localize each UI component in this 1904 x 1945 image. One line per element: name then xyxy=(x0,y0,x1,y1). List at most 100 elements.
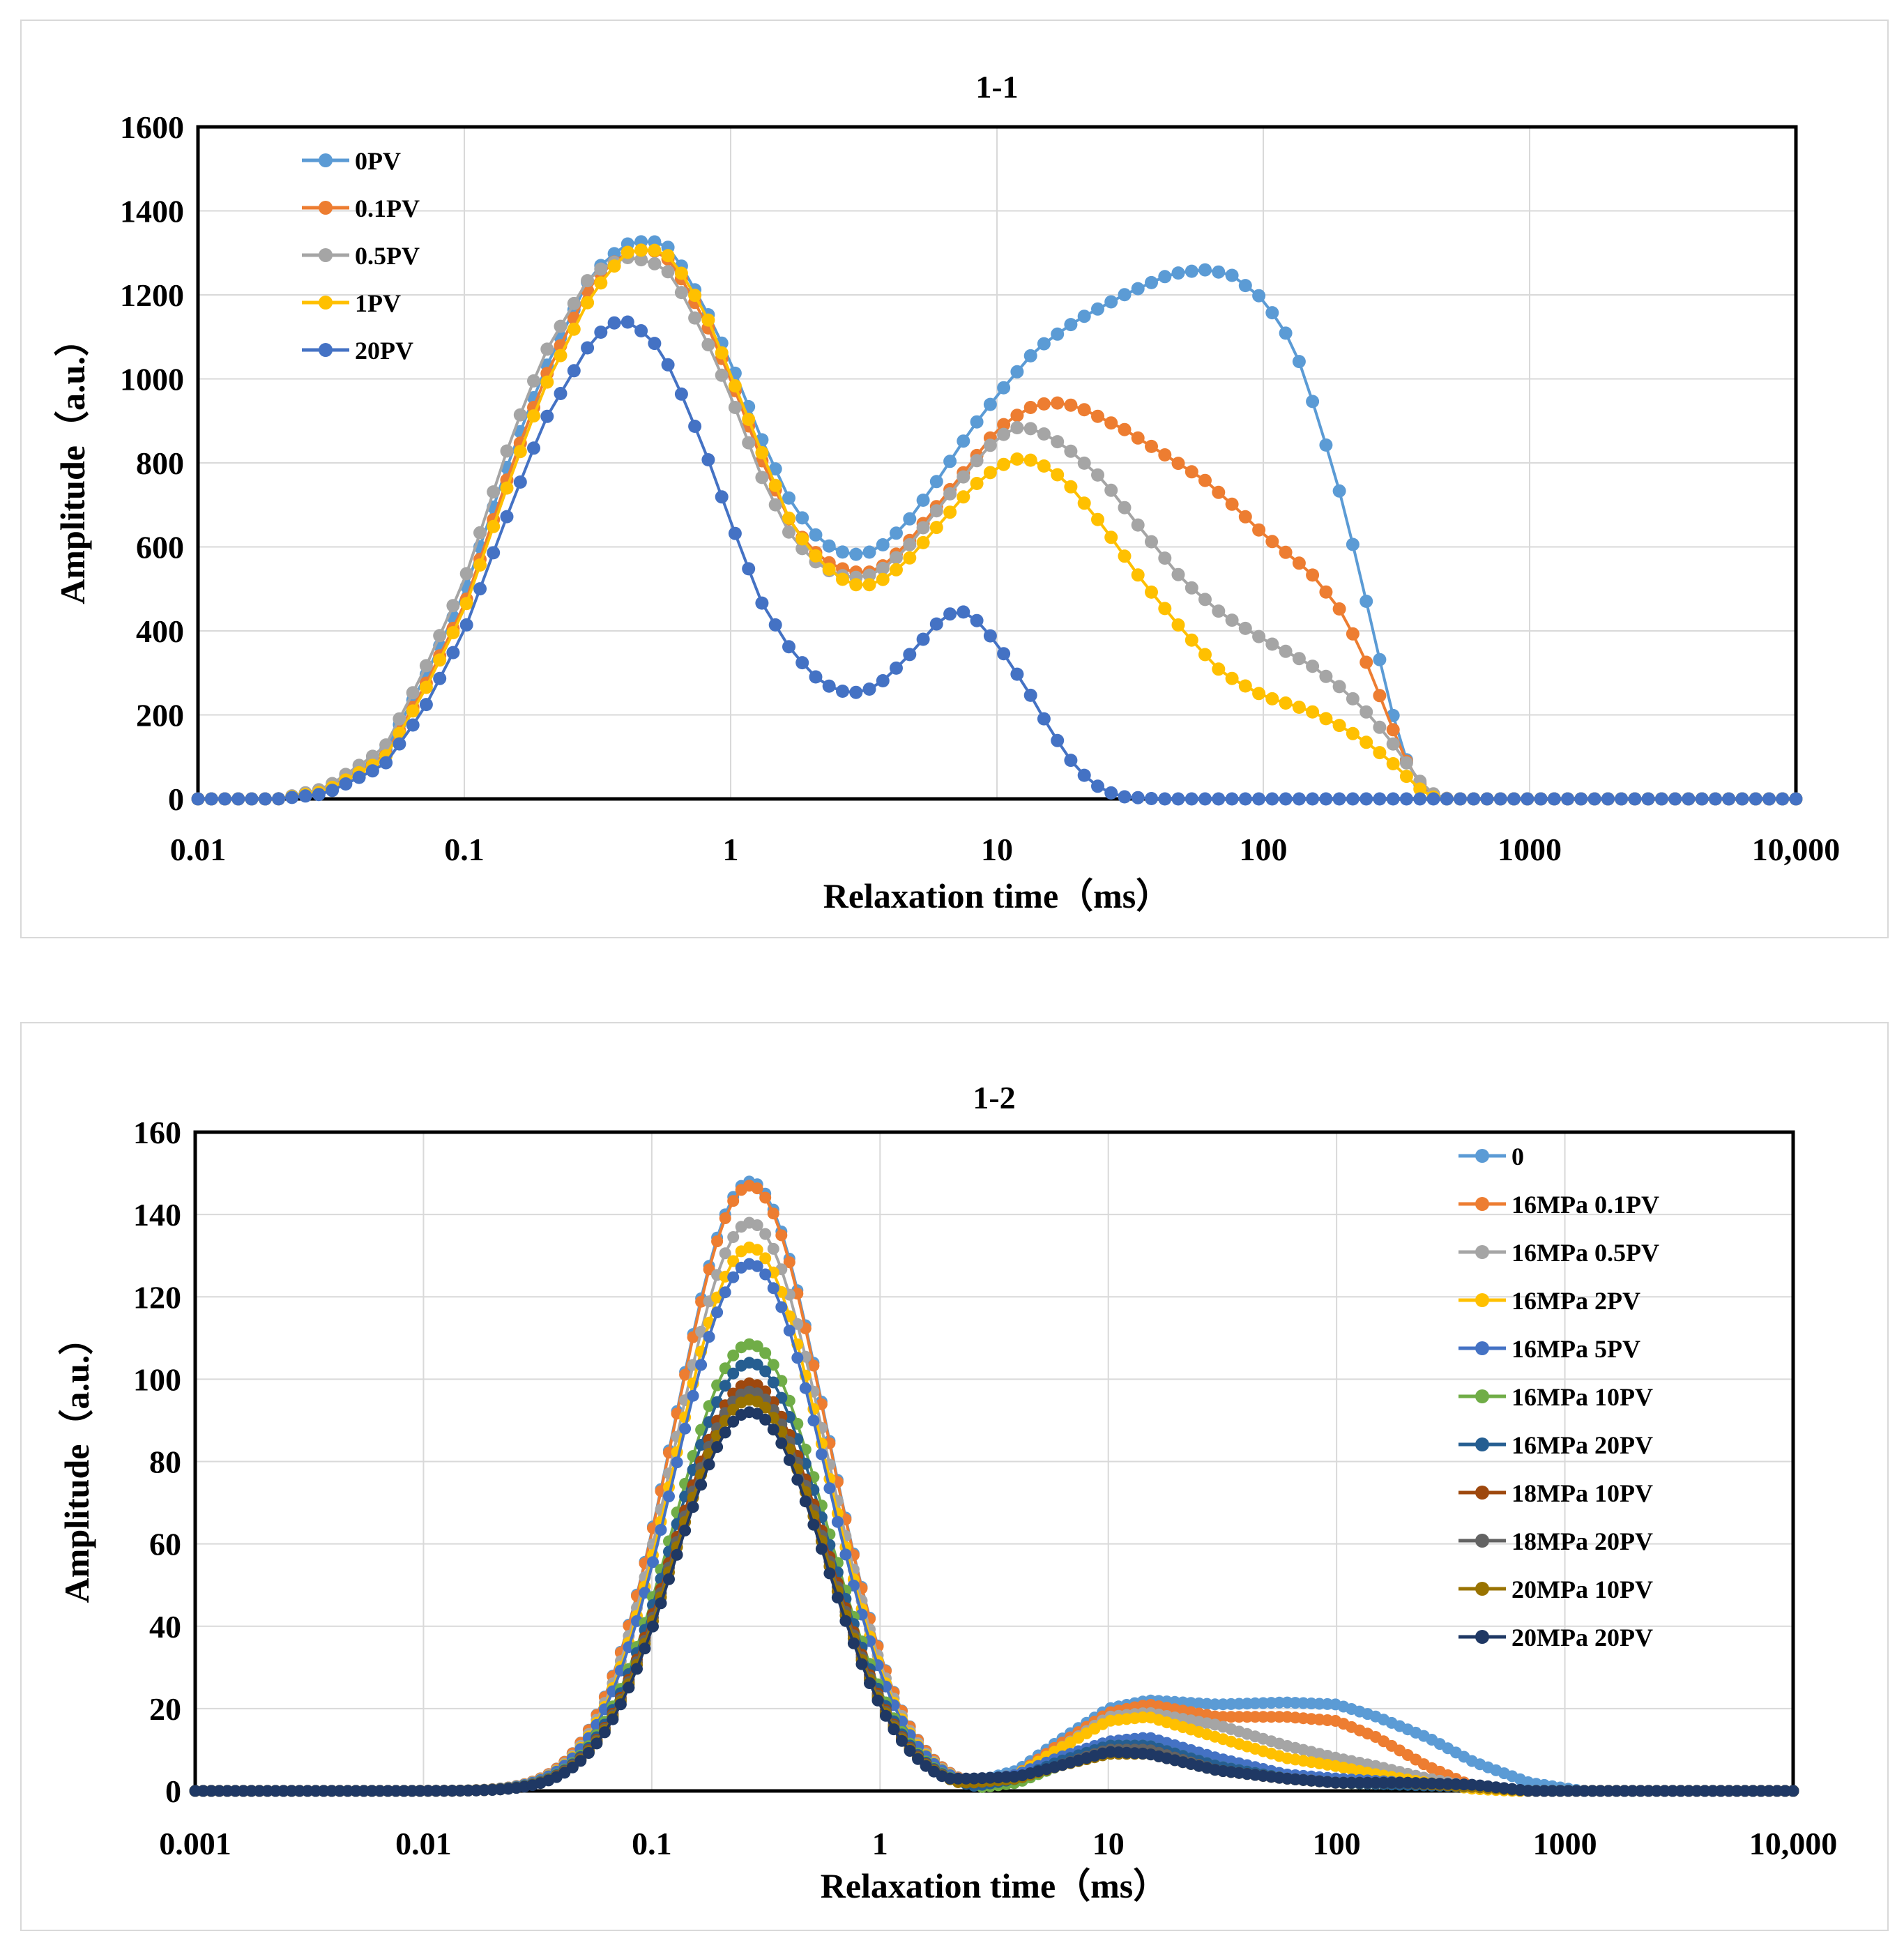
data-point xyxy=(916,535,930,549)
data-point xyxy=(500,510,514,524)
y-tick-label: 100 xyxy=(133,1362,181,1397)
data-point xyxy=(751,1219,763,1231)
data-point xyxy=(581,341,595,355)
legend-marker-dot xyxy=(1475,1197,1489,1211)
x-tick-label: 100 xyxy=(1313,1826,1361,1861)
data-point xyxy=(783,1256,795,1269)
data-point xyxy=(567,322,581,336)
data-point xyxy=(598,1726,611,1739)
chart-title: 1-2 xyxy=(973,1080,1015,1115)
data-point xyxy=(581,274,595,288)
data-point xyxy=(751,1379,763,1391)
data-point xyxy=(1158,270,1172,284)
data-point xyxy=(1722,792,1736,806)
data-point xyxy=(1010,365,1024,379)
legend-marker-dot xyxy=(319,343,333,357)
data-point xyxy=(1037,337,1051,351)
data-point xyxy=(1037,397,1051,411)
data-point xyxy=(759,1365,772,1378)
data-point xyxy=(715,368,729,382)
data-point xyxy=(540,375,554,389)
data-point xyxy=(433,671,447,685)
data-point xyxy=(1037,427,1051,441)
data-point xyxy=(1118,288,1132,302)
data-point xyxy=(751,1358,763,1371)
data-point xyxy=(513,445,527,459)
data-point xyxy=(839,1548,852,1561)
data-point xyxy=(775,1301,788,1313)
data-point xyxy=(1615,792,1629,806)
legend-label: 16MPa 5PV xyxy=(1511,1335,1640,1363)
data-point xyxy=(1064,318,1078,332)
x-tick-label: 100 xyxy=(1240,832,1288,867)
data-point xyxy=(540,409,554,423)
data-point xyxy=(1212,604,1226,618)
data-point xyxy=(1238,510,1252,524)
data-point xyxy=(823,1567,836,1580)
data-point xyxy=(566,1761,579,1774)
legend-label: 18MPa 10PV xyxy=(1511,1479,1653,1507)
data-point xyxy=(727,1271,740,1283)
data-point xyxy=(1238,621,1252,635)
data-point xyxy=(1279,644,1293,658)
data-point xyxy=(623,1681,635,1694)
data-point xyxy=(393,737,406,751)
data-point xyxy=(809,528,823,542)
data-point xyxy=(1212,485,1226,499)
data-point xyxy=(245,792,259,806)
data-point xyxy=(554,319,568,333)
data-point xyxy=(767,1207,779,1220)
data-point xyxy=(831,1592,844,1604)
data-point xyxy=(890,661,903,675)
data-point xyxy=(727,1195,740,1207)
data-point xyxy=(847,1637,860,1649)
data-point xyxy=(1104,295,1118,309)
data-point xyxy=(1399,756,1413,770)
data-point xyxy=(1158,602,1172,616)
data-point xyxy=(1292,652,1306,666)
data-point xyxy=(258,792,272,806)
data-point xyxy=(759,1252,772,1265)
legend-label: 18MPa 20PV xyxy=(1511,1527,1653,1555)
data-point xyxy=(701,453,715,466)
data-point xyxy=(1077,496,1091,510)
data-point xyxy=(703,1458,715,1471)
data-point xyxy=(663,1573,675,1585)
data-point xyxy=(1708,792,1722,806)
data-point xyxy=(1668,792,1682,806)
data-point xyxy=(607,259,621,273)
data-point xyxy=(1010,667,1024,681)
data-point xyxy=(204,792,218,806)
y-tick-label: 20 xyxy=(149,1691,181,1727)
x-tick-label: 10 xyxy=(981,832,1013,867)
data-point xyxy=(1306,659,1320,673)
data-point xyxy=(1131,518,1145,532)
data-point xyxy=(1601,792,1615,806)
data-point xyxy=(631,1663,643,1675)
data-point xyxy=(582,1747,595,1759)
legend-label: 16MPa 10PV xyxy=(1511,1383,1653,1411)
y-tick-label: 1200 xyxy=(120,277,184,313)
data-point xyxy=(1789,792,1803,806)
chart-panel-1-2: 1-2 0 20 40 60 80 100 120 140 160 0.001 0.01 0.1 1 10 1… xyxy=(20,1022,1889,1931)
data-point xyxy=(997,647,1011,661)
data-point xyxy=(352,770,366,784)
y-tick-label: 1000 xyxy=(120,362,184,397)
data-point xyxy=(406,718,420,732)
data-point xyxy=(1064,754,1078,768)
data-point xyxy=(1480,792,1494,806)
data-point xyxy=(1682,792,1696,806)
data-point xyxy=(862,682,876,696)
data-point xyxy=(839,1615,852,1627)
data-point xyxy=(1386,792,1400,806)
data-point xyxy=(836,545,849,559)
legend-label: 0 xyxy=(1511,1143,1524,1170)
data-point xyxy=(1023,688,1037,702)
x-tick-label: 10 xyxy=(1092,1826,1125,1861)
data-point xyxy=(1306,705,1320,719)
data-point xyxy=(1386,723,1400,737)
data-point xyxy=(929,475,943,489)
data-point xyxy=(218,792,231,806)
data-point xyxy=(1131,282,1145,296)
data-point xyxy=(1238,792,1252,806)
